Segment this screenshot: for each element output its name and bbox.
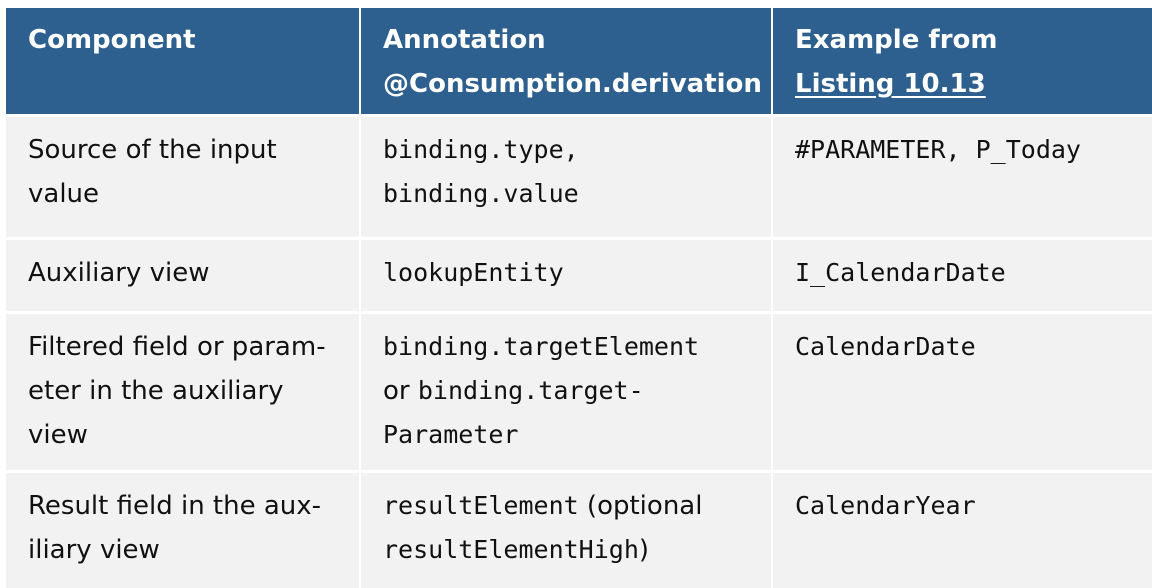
row-4-annotation-line-1: resultElement (optional [383,484,757,528]
row-1-annotation-line-2: binding.value [383,179,579,208]
row-3-annotation-or: or [383,376,418,406]
row-1-example-text: #PARAMETER, P_Today [795,135,1081,164]
row-3-annotation-line-3: Parameter [383,420,519,449]
row-4-component-line-2: iliary view [28,535,160,565]
row-2-example-text: I_CalendarDate [795,258,1006,287]
row-4-component-line-1: Result field in the aux- [28,491,322,521]
header-component-label: Component [28,25,196,55]
header-example: Example from Listing 10.13 [773,8,1152,114]
header-annotation: Annotation @Consumption.derivation [361,8,771,114]
header-annotation-label-2: @Consumption.derivation [383,69,762,99]
row-3-component-line-1: Filtered field or param- [28,332,326,362]
row-3-example-text: CalendarDate [795,332,976,361]
header-component: Component [6,8,359,114]
row-2-annotation-line-1: lookupEntity [383,258,564,287]
row-1-component-line-2: value [28,179,100,209]
row-3-annotation-line-1: binding.targetElement [383,332,700,361]
header-example-label-1: Example from [795,25,998,55]
row-3-component: Filtered field or param- eter in the aux… [6,314,359,470]
row-1-annotation-line-1: binding.type, [383,135,579,164]
row-3-annotation-line-2: or binding.target- [383,369,757,413]
row-2-component-line-1: Auxiliary view [28,258,210,288]
row-1-component: Source of the input value [6,117,359,237]
header-annotation-label-1: Annotation [383,25,546,55]
row-2-example: I_CalendarDate [773,240,1152,311]
row-3-example: CalendarDate [773,314,1152,470]
row-4-annotation-text-1: (optional [578,491,703,521]
row-2-annotation: lookupEntity [361,240,771,311]
row-4-annotation-code-2: resultElementHigh [383,535,639,564]
listing-link[interactable]: Listing 10.13 [795,69,986,99]
row-4-component: Result field in the aux- iliary view [6,473,359,588]
row-1-example: #PARAMETER, P_Today [773,117,1152,237]
row-1-annotation: binding.type, binding.value [361,117,771,237]
row-4-annotation-text-2: ) [638,535,650,565]
row-3-annotation: binding.targetElement or binding.target-… [361,314,771,470]
row-4-annotation: resultElement (optional resultElementHig… [361,473,771,588]
row-4-annotation-code-1: resultElement [383,491,579,520]
row-3-annotation-code: binding.target- [417,376,644,405]
row-4-example: CalendarYear [773,473,1152,588]
row-2-component: Auxiliary view [6,240,359,311]
row-4-annotation-line-2: resultElementHigh) [383,528,757,572]
row-3-component-line-2: eter in the auxiliary [28,376,284,406]
component-table: Component Annotation @Consumption.deriva… [6,8,1152,588]
row-3-component-line-3: view [28,420,88,450]
row-4-example-text: CalendarYear [795,491,976,520]
row-1-component-line-1: Source of the input [28,135,277,165]
